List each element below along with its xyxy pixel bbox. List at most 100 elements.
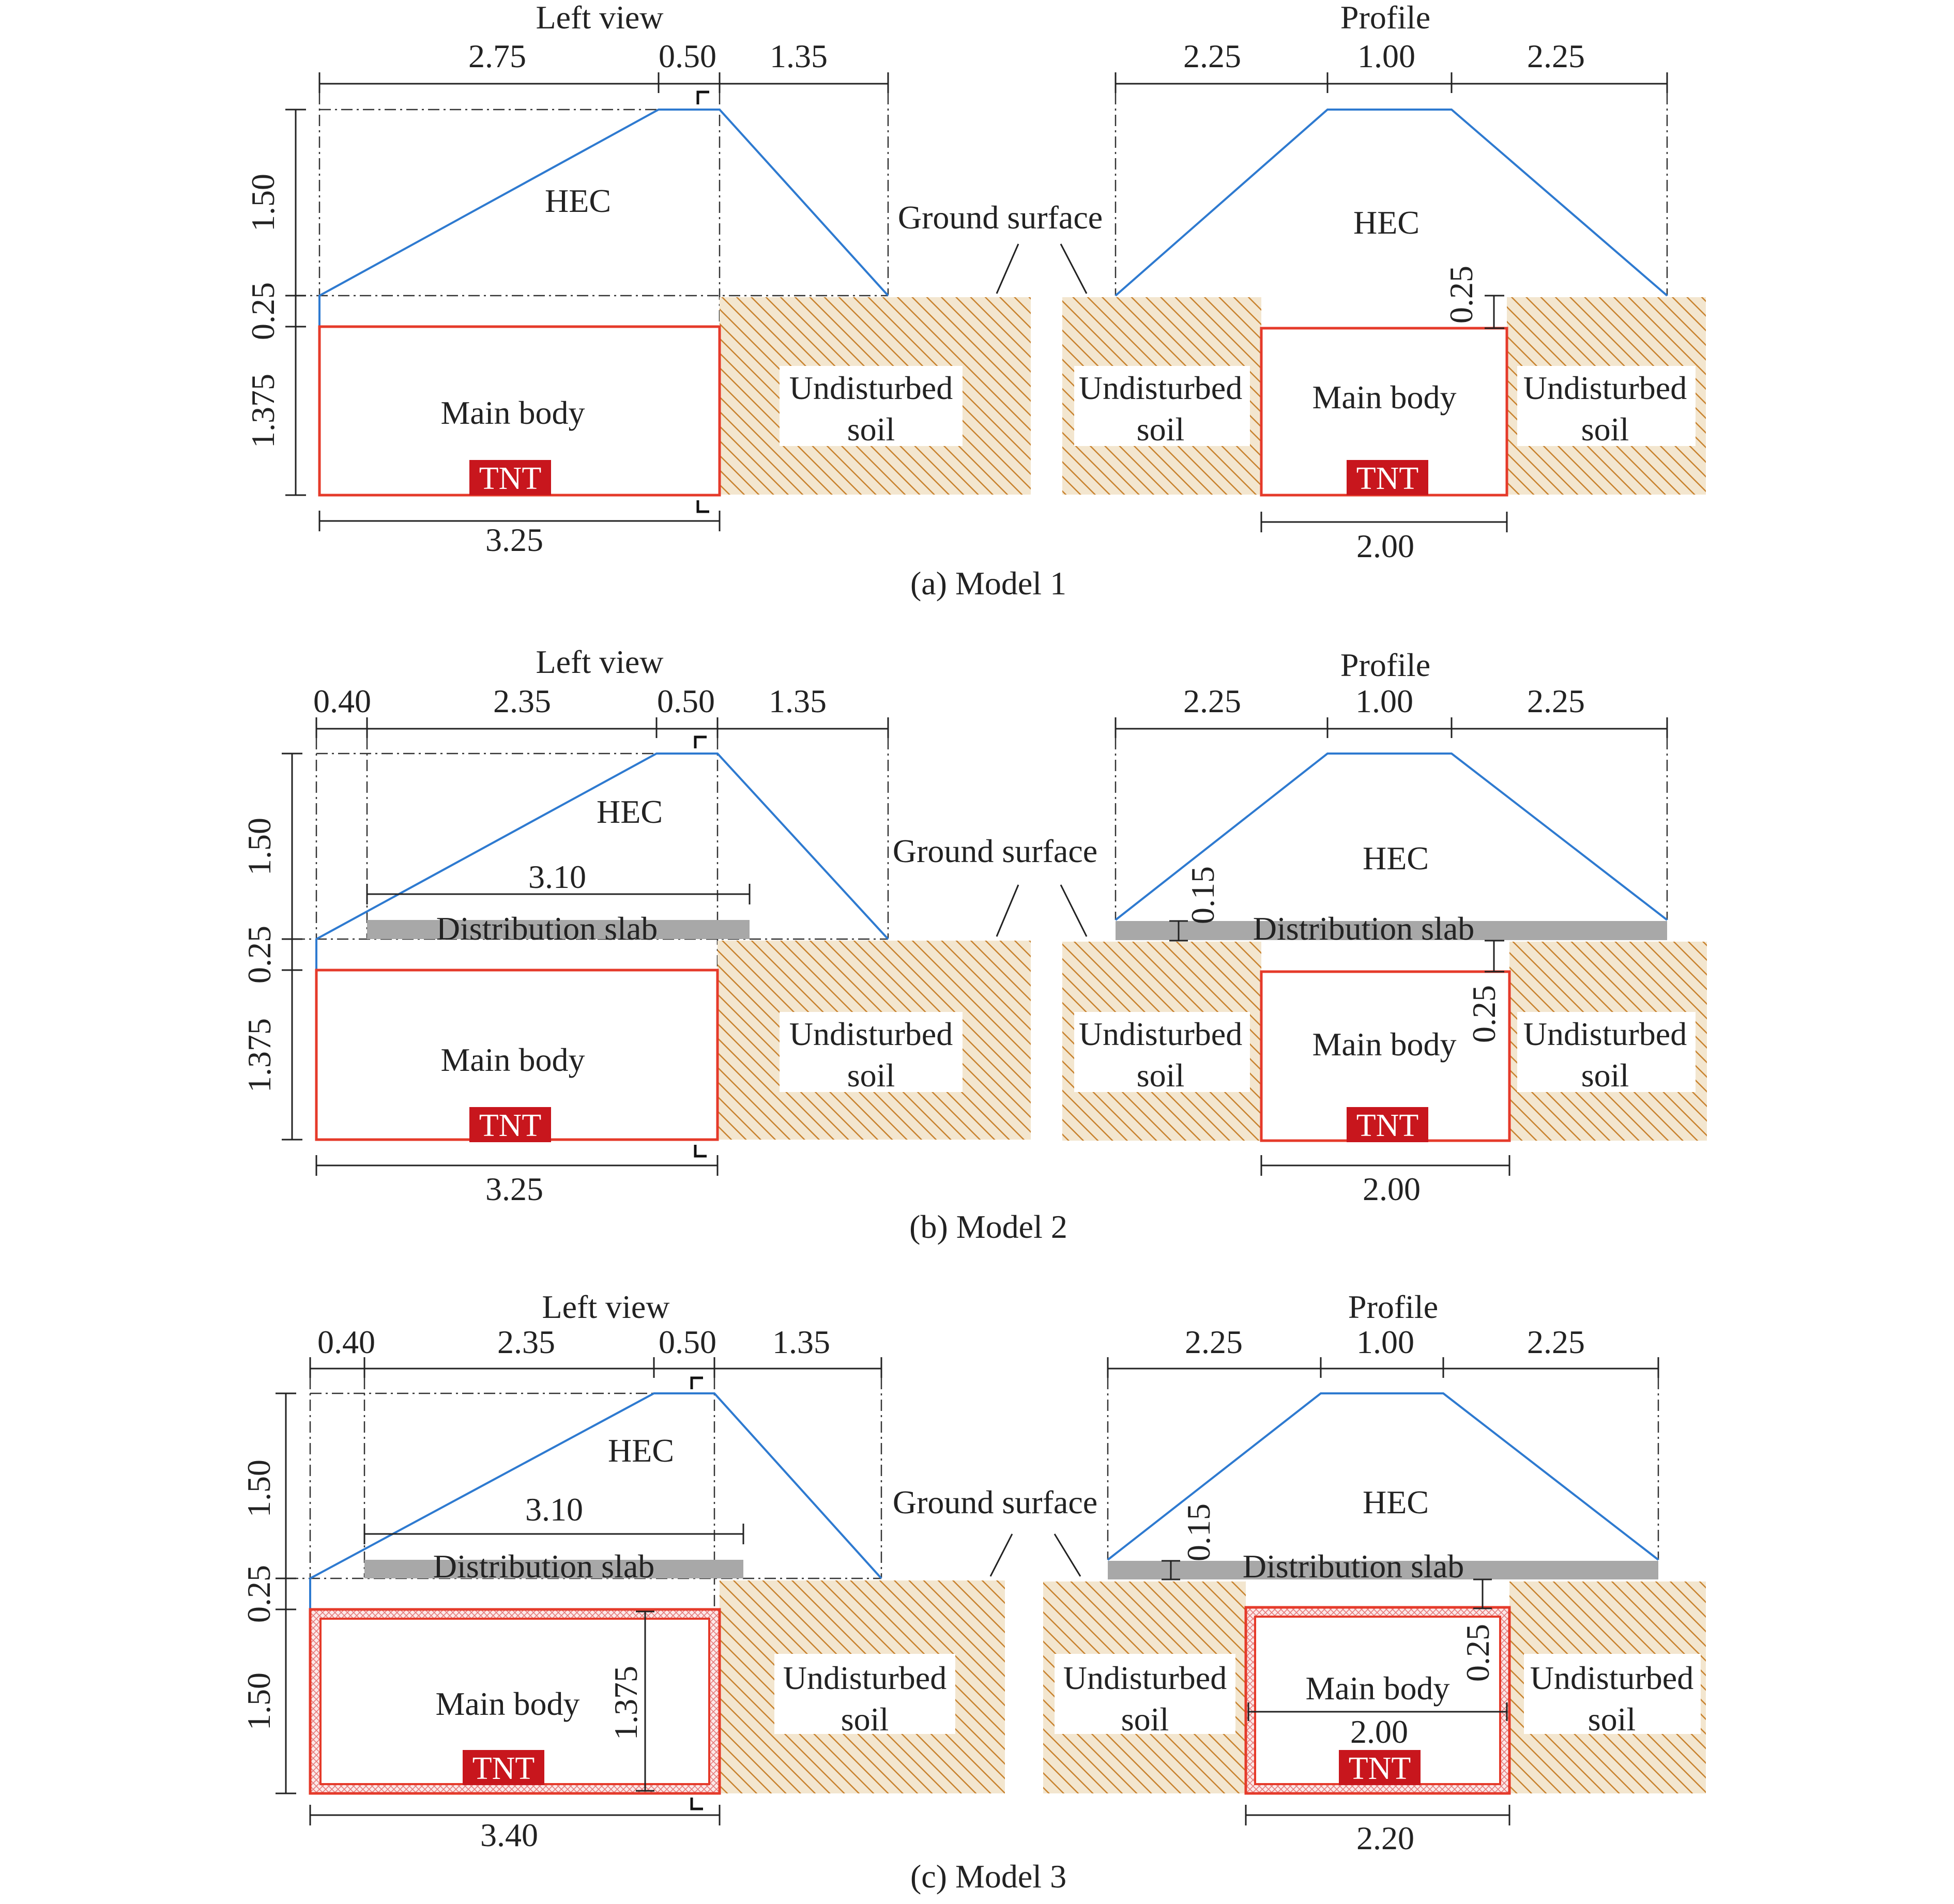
undisturbed-label: Undisturbed xyxy=(789,1016,953,1052)
soil-label-box xyxy=(1055,1654,1235,1734)
model-1: Left view 2.75 0.50 1.35 xyxy=(245,0,1706,602)
section-mark xyxy=(694,1145,707,1158)
side-dimension-slab: 0.15 xyxy=(1162,1503,1217,1580)
undisturbed-label: Undisturbed xyxy=(1063,1660,1227,1696)
side-dimension: 0.25 xyxy=(1443,266,1504,329)
left-view-title: Left view xyxy=(542,1288,670,1325)
undisturbed-label: Undisturbed xyxy=(1523,370,1687,406)
soil-label: soil xyxy=(847,411,895,448)
undisturbed-label: Undisturbed xyxy=(1523,1016,1687,1052)
dim-label: 1.50 xyxy=(245,174,281,232)
soil-label: soil xyxy=(1588,1701,1636,1738)
top-dimension: 2.25 1.00 2.25 xyxy=(1115,38,1668,93)
tnt-label: TNT xyxy=(1349,1751,1411,1786)
dim-label: 0.15 xyxy=(1184,866,1221,924)
top-dimension: 2.25 1.00 2.25 xyxy=(1115,683,1668,738)
tnt-box xyxy=(469,1107,551,1142)
vertical-dimension: 1.50 0.25 1.375 xyxy=(245,109,306,496)
model-3: Left view 0.40 2.35 0.50 1.35 xyxy=(240,1288,1706,1895)
dim-label: 2.25 xyxy=(1183,38,1241,74)
main-body-label: Main body xyxy=(440,394,585,431)
soil-label: soil xyxy=(1137,411,1184,448)
distribution-slab xyxy=(1108,1561,1658,1579)
dim-label: 0.25 xyxy=(245,282,281,340)
soil-label: soil xyxy=(1137,1057,1184,1094)
tnt-box xyxy=(469,460,551,495)
soil-label: soil xyxy=(1581,411,1629,448)
dim-label: 3.10 xyxy=(528,858,586,895)
tnt-label: TNT xyxy=(1356,461,1419,496)
model-1-left-view: Left view 2.75 0.50 1.35 xyxy=(245,0,1031,558)
dim-label: 1.35 xyxy=(772,1324,830,1360)
hec-label: HEC xyxy=(597,793,663,830)
soil-label-box xyxy=(1517,1012,1696,1092)
dim-label: 2.75 xyxy=(468,38,526,74)
soil-label: soil xyxy=(1121,1701,1169,1738)
dim-label: 1.35 xyxy=(770,38,828,74)
tnt-box xyxy=(1347,460,1428,495)
distribution-slab-label: Distribution slab xyxy=(433,1548,654,1585)
tnt-box xyxy=(1347,1107,1428,1142)
dim-label: 1.50 xyxy=(241,818,278,876)
caption: (c) Model 3 xyxy=(910,1858,1066,1895)
dim-label: 2.25 xyxy=(1527,38,1585,74)
dim-label: 1.50 xyxy=(240,1460,277,1517)
main-body-label: Main body xyxy=(1312,1026,1456,1063)
side-dimension-body: 0.25 xyxy=(1459,1578,1496,1682)
section-mark xyxy=(690,1798,703,1810)
undisturbed-label: Undisturbed xyxy=(1079,370,1242,406)
dim-label: 0.40 xyxy=(317,1324,375,1360)
left-view-title: Left view xyxy=(536,643,664,680)
ground-surface-label: Ground surface xyxy=(893,833,1097,869)
caption: (b) Model 2 xyxy=(909,1208,1067,1245)
dim-label: 0.25 xyxy=(1459,1624,1496,1682)
hec-label: HEC xyxy=(1353,204,1419,241)
vertical-dimension: 1.50 0.25 1.375 xyxy=(241,753,302,1141)
dim-label: 3.25 xyxy=(485,1171,543,1207)
section-mark xyxy=(694,735,707,748)
bottom-dimension: 3.40 xyxy=(309,1805,721,1853)
bottom-dimension: 3.25 xyxy=(318,511,721,558)
guide-lines xyxy=(295,93,889,326)
inner-height-dimension: 1.375 xyxy=(607,1610,654,1792)
model-3-profile: Profile 2.25 1.00 2.25 HEC Distribution … xyxy=(1043,1288,1706,1856)
tnt-box xyxy=(463,1750,544,1785)
section-mark xyxy=(696,500,709,513)
dim-label: 2.00 xyxy=(1356,528,1414,564)
dim-label: 1.00 xyxy=(1355,683,1413,719)
dim-label: 3.25 xyxy=(485,521,543,558)
hec-outline xyxy=(315,753,889,970)
soil-label-box xyxy=(780,1012,963,1092)
soil-label-box xyxy=(1524,1654,1701,1734)
model-2-left-view: Left view 0.40 2.35 0.50 1.35 xyxy=(241,643,1031,1207)
soil-label-box xyxy=(774,1654,955,1734)
ground-surface-label: Ground surface xyxy=(898,199,1103,236)
dim-label: 0.50 xyxy=(657,683,715,719)
soil-label-box xyxy=(1074,366,1250,446)
model-1-profile: Profile 2.25 1.00 2.25 HEC Undisturbed s… xyxy=(1062,0,1706,564)
hec-label: HEC xyxy=(1363,840,1429,877)
guide-lines xyxy=(294,738,889,969)
soil-label-box xyxy=(780,366,963,446)
bottom-dimension: 3.25 xyxy=(315,1155,719,1207)
tnt-label: TNT xyxy=(1356,1108,1419,1143)
dim-label: 0.50 xyxy=(659,1324,716,1360)
distribution-slab-label: Distribution slab xyxy=(1243,1548,1464,1585)
dim-label: 2.00 xyxy=(1363,1171,1421,1207)
dim-label: 0.15 xyxy=(1180,1503,1217,1561)
dim-label: 1.00 xyxy=(1356,1324,1414,1360)
model-3-left-view: Left view 0.40 2.35 0.50 1.35 xyxy=(240,1288,1005,1853)
dim-label: 1.375 xyxy=(607,1666,644,1740)
side-dimension-body: 0.25 xyxy=(1466,940,1504,1043)
tnt-label: TNT xyxy=(479,461,542,496)
profile-title: Profile xyxy=(1340,647,1430,683)
hec-outline xyxy=(1115,109,1668,297)
dim-label: 0.25 xyxy=(1466,985,1502,1043)
hec-outline xyxy=(318,109,889,327)
undisturbed-label: Undisturbed xyxy=(789,370,953,406)
soil-label-box xyxy=(1074,1012,1250,1092)
model-2-profile: Profile 2.25 1.00 2.25 HEC Distribution … xyxy=(1062,647,1707,1207)
dim-label: 2.20 xyxy=(1356,1820,1414,1856)
main-body-label: Main body xyxy=(440,1041,585,1078)
